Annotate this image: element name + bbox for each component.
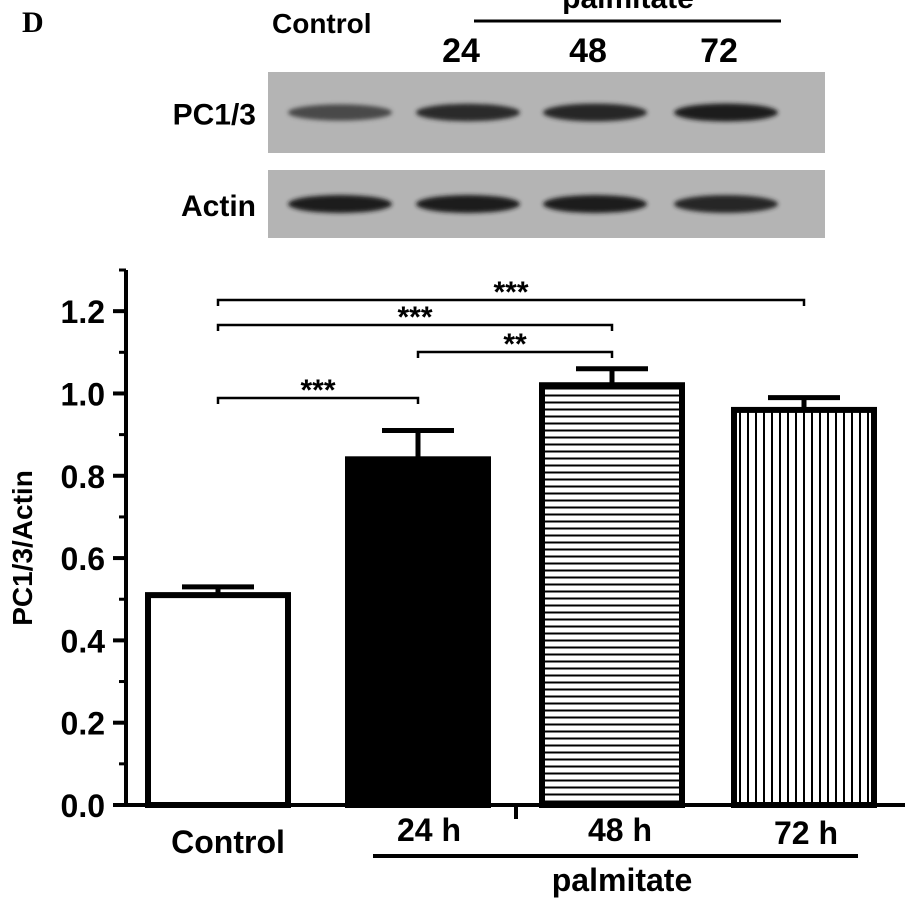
bars [145, 366, 877, 808]
x-tick-label: Control [171, 824, 285, 860]
significance-label: *** [300, 374, 335, 407]
lane-hour-label: 24 [442, 32, 480, 70]
bar [539, 382, 685, 808]
y-tick-label: 0.2 [61, 706, 105, 742]
blot-row-label: Actin [181, 190, 256, 223]
significance-label: *** [397, 301, 432, 334]
blot-row: Actin [181, 170, 825, 238]
western-blot: PC1/3 Actin [173, 72, 825, 238]
bar-group [731, 395, 877, 808]
significance-bracket: *** [216, 374, 420, 407]
bar [145, 592, 291, 808]
blot-band [416, 195, 520, 213]
x-tick-label: 24 h [397, 812, 461, 848]
blot-band [543, 103, 647, 122]
blot-band [543, 195, 647, 213]
bar-group [145, 584, 291, 808]
significance-label: *** [493, 276, 528, 309]
group-label: palmitate [552, 862, 692, 898]
y-axis: 0.0 0.2 0.4 0.6 0.8 1.0 1.2 [61, 268, 128, 824]
x-tick-label: 72 h [774, 815, 838, 851]
bar-group [345, 428, 491, 808]
blot-header-treatment: palmitate [562, 0, 694, 15]
bar-group [539, 366, 685, 808]
bar-chart: 0.00.20.40.60.81.01.2 *********** Contro… [61, 268, 905, 860]
y-tick-label: 0.6 [61, 541, 105, 577]
significance-bracket: *** [216, 276, 806, 309]
blot-band [288, 104, 392, 121]
bracket-line [216, 396, 420, 404]
blot-row-label: PC1/3 [173, 99, 256, 132]
bracket-line [416, 350, 614, 358]
bracket-line [216, 298, 806, 306]
y-tick-label: 0.8 [61, 459, 105, 495]
significance-bracket: ** [416, 328, 614, 361]
blot-band [416, 103, 520, 122]
blot-header-control: Control [272, 8, 372, 39]
lane-hour-label: 72 [700, 32, 738, 70]
y-tick-label: 0.0 [61, 788, 105, 824]
significance-label: ** [503, 328, 527, 361]
blot-band [288, 195, 392, 213]
blot-band [674, 103, 778, 122]
blot-row: PC1/3 [173, 72, 825, 153]
lane-hour-label: 48 [569, 32, 607, 70]
blot-band [674, 195, 778, 213]
y-tick-label: 1.0 [61, 376, 105, 412]
significance-bracket: *** [216, 301, 614, 334]
y-tick-label: 1.2 [61, 294, 105, 330]
x-axis: Control 24 h 48 h 72 h [124, 803, 905, 860]
bar [731, 406, 877, 808]
x-tick-label: 48 h [588, 812, 652, 848]
significance-brackets: *********** [216, 276, 806, 407]
panel-label: D [22, 6, 44, 39]
blot-lane-hours: 24 48 72 [442, 32, 738, 70]
y-tick-label: 0.4 [61, 623, 106, 659]
bracket-line [216, 323, 614, 331]
bar [345, 456, 491, 808]
y-axis-label: PC1/3/Actin [7, 470, 38, 626]
